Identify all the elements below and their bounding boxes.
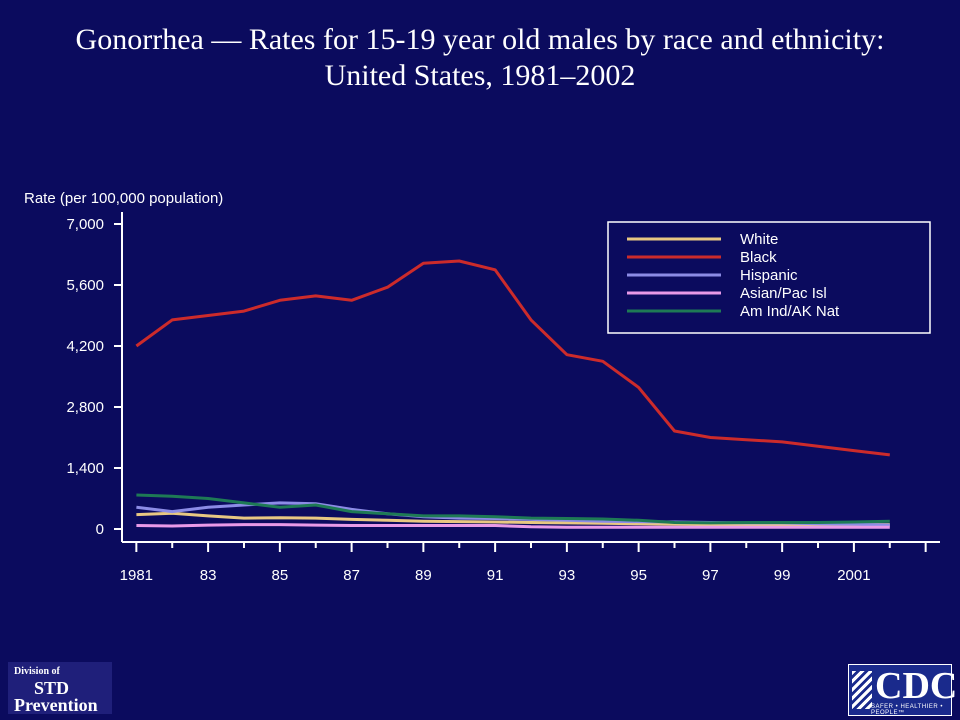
x-tick-label: 95	[630, 567, 647, 584]
series-lines	[135, 259, 890, 529]
series-line-black	[135, 259, 890, 457]
x-tick-label: 87	[343, 567, 360, 584]
cdc-logo-tagline: SAFER • HEALTHIER • PEOPLE™	[871, 704, 943, 716]
std-logo-line-3: Prevention	[14, 695, 98, 715]
x-tick-label: 91	[487, 567, 504, 584]
x-tick-label: 99	[774, 567, 791, 584]
std-logo-line-1: Division of	[14, 666, 60, 677]
std-division-logo: Division of STD Prevention	[8, 662, 112, 715]
y-axis: 0 1,400 2,800 4,200 5,600 7,000	[66, 212, 123, 542]
title-line-2: United States, 1981–2002	[324, 59, 636, 92]
y-tick-label: 2,800	[66, 399, 104, 416]
series-line-am-ind-ak-nat	[136, 493, 890, 525]
slide-title: Gonorrhea — Rates for 15-19 year old mal…	[0, 22, 960, 94]
legend-label: Am Ind/AK Nat	[740, 303, 840, 320]
title-line-1: Gonorrhea — Rates for 15-19 year old mal…	[75, 23, 885, 56]
legend-label: Hispanic	[740, 267, 798, 284]
std-logo-line-2: STD	[34, 678, 70, 698]
x-tick-label: 93	[559, 567, 576, 584]
y-tick-label: 1,400	[66, 460, 104, 477]
cdc-logo: CDC SAFER • HEALTHIER • PEOPLE™	[848, 664, 957, 716]
y-tick-label: 4,200	[66, 338, 104, 355]
x-tick-label: 83	[200, 567, 217, 584]
cdc-logo-mark: CDC	[875, 665, 958, 707]
x-tick-label: 89	[415, 567, 432, 584]
y-tick-label: 7,000	[66, 216, 104, 233]
y-tick-label: 0	[96, 521, 104, 538]
legend-box	[607, 221, 931, 334]
x-axis: 1981 83 85 87 89 91 93 95 97 99 2001	[120, 541, 940, 584]
y-tick-label: 5,600	[66, 277, 104, 294]
cdc-stripes-icon	[852, 671, 872, 709]
legend-label: White	[740, 231, 778, 248]
x-tick-label: 97	[702, 567, 719, 584]
y-axis-title: Rate (per 100,000 population)	[24, 190, 223, 207]
series-line-white	[136, 511, 890, 527]
legend-label: Black	[740, 249, 777, 266]
x-tick-label: 1981	[120, 567, 153, 584]
x-tick-label: 85	[272, 567, 289, 584]
x-tick-label: 2001	[837, 567, 870, 584]
series-line-asian-pac-isl	[136, 523, 890, 529]
legend-label: Asian/Pac Isl	[740, 285, 827, 302]
